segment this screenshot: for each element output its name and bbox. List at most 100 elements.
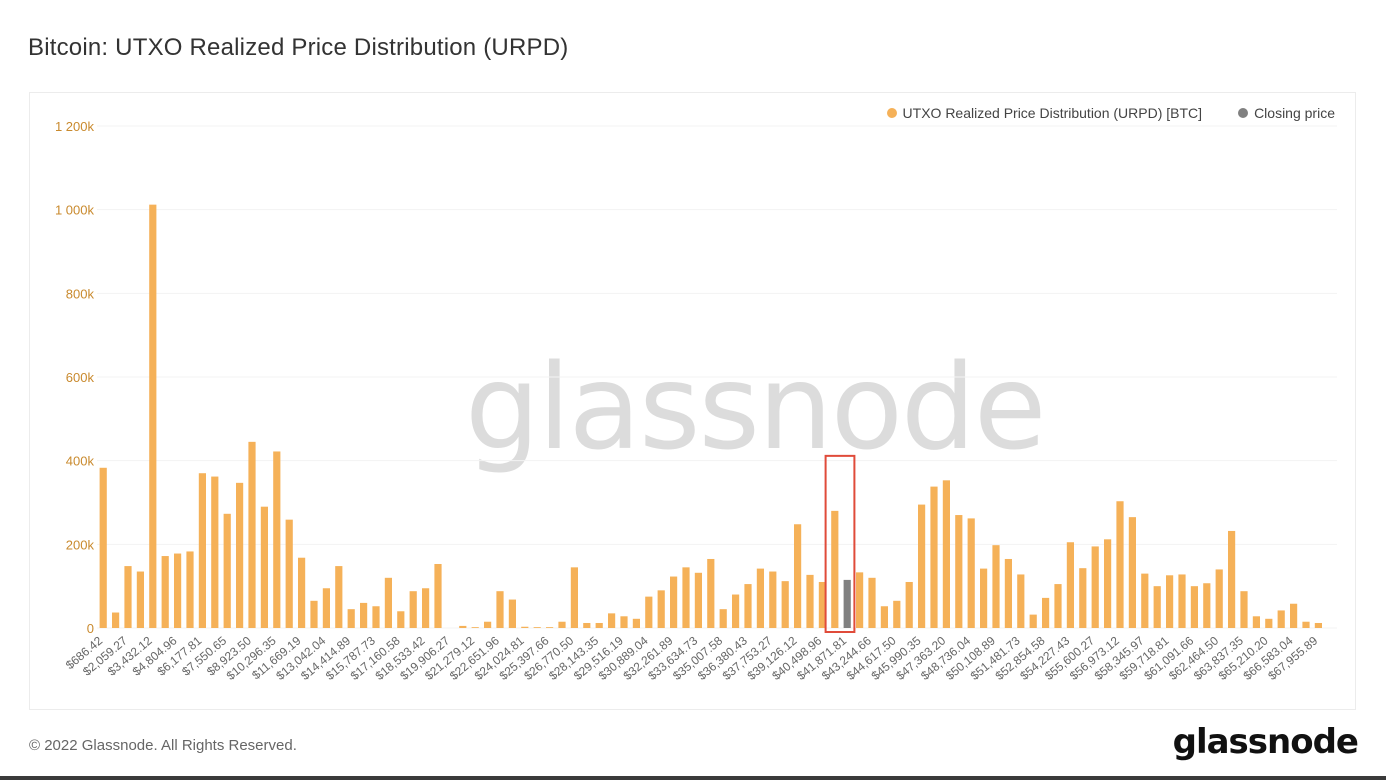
- urpd-bar: [942, 480, 950, 628]
- urpd-bar: [1240, 591, 1248, 628]
- urpd-bar: [360, 602, 368, 628]
- y-tick-label: 200k: [66, 537, 95, 552]
- urpd-bar: [1314, 622, 1322, 628]
- urpd-bar: [322, 588, 330, 628]
- urpd-bar: [298, 557, 306, 628]
- legend-dot-closing-icon: [1238, 108, 1249, 118]
- urpd-bar: [124, 566, 132, 628]
- urpd-bar: [794, 524, 802, 628]
- urpd-bar: [236, 482, 244, 628]
- urpd-bar: [1178, 574, 1186, 628]
- glassnode-logo: glassnode: [1172, 722, 1359, 762]
- copyright-footer: © 2022 Glassnode. All Rights Reserved.: [29, 737, 297, 754]
- urpd-bar: [1190, 586, 1198, 628]
- urpd-bar: [756, 568, 764, 628]
- page-title: Bitcoin: UTXO Realized Price Distributio…: [28, 34, 569, 61]
- urpd-bar: [967, 518, 975, 628]
- urpd-bar: [992, 545, 1000, 628]
- urpd-bar: [719, 609, 727, 628]
- urpd-bar: [409, 591, 417, 628]
- urpd-bar: [831, 510, 839, 628]
- urpd-bar: [918, 504, 926, 628]
- urpd-bar: [1252, 616, 1260, 628]
- urpd-bar: [558, 621, 566, 628]
- urpd-bar: [285, 519, 293, 628]
- urpd-bar: [856, 572, 864, 628]
- urpd-bar: [1153, 586, 1161, 628]
- urpd-bar: [1215, 569, 1223, 628]
- urpd-bar: [186, 551, 194, 628]
- urpd-bar: [1228, 530, 1236, 628]
- urpd-bar: [149, 204, 157, 628]
- urpd-bar: [484, 621, 492, 628]
- urpd-bar: [471, 627, 479, 628]
- urpd-bar: [868, 577, 876, 628]
- urpd-bar: [248, 441, 256, 628]
- urpd-bar: [930, 486, 938, 628]
- urpd-bar: [1004, 558, 1012, 628]
- legend-item-urpd[interactable]: UTXO Realized Price Distribution (URPD) …: [886, 105, 1202, 121]
- urpd-bar: [694, 572, 702, 628]
- urpd-bar: [174, 553, 182, 628]
- urpd-bar: [645, 596, 653, 628]
- urpd-bar: [707, 558, 715, 628]
- urpd-bar: [1302, 621, 1310, 628]
- urpd-bar: [521, 626, 529, 628]
- urpd-bar: [112, 612, 120, 628]
- urpd-bar: [546, 627, 554, 628]
- urpd-bar: [781, 581, 789, 628]
- urpd-bar: [1203, 583, 1211, 628]
- legend-dot-urpd-icon: [886, 108, 897, 118]
- urpd-bar: [744, 584, 752, 628]
- urpd-bar: [223, 513, 231, 628]
- urpd-bar: [769, 571, 777, 628]
- urpd-bar: [99, 467, 107, 628]
- urpd-bar: [682, 567, 690, 628]
- urpd-bar: [384, 577, 392, 628]
- bottom-divider: [0, 776, 1386, 780]
- urpd-bar: [273, 451, 281, 628]
- urpd-bar: [632, 618, 640, 628]
- urpd-bar: [1017, 574, 1025, 628]
- legend-label-closing-price: Closing price: [1254, 105, 1335, 121]
- urpd-bar: [1277, 610, 1285, 628]
- urpd-bar: [508, 599, 516, 628]
- urpd-bar: [595, 622, 603, 628]
- urpd-bar: [732, 594, 740, 628]
- urpd-bar: [1166, 575, 1174, 628]
- urpd-bar: [1066, 542, 1074, 628]
- urpd-bar: [1104, 539, 1112, 628]
- urpd-bar: [496, 591, 504, 628]
- urpd-bar: [806, 574, 814, 628]
- urpd-bar: [620, 616, 628, 628]
- urpd-bar: [893, 600, 901, 628]
- urpd-bar: [260, 506, 268, 628]
- urpd-bar: [397, 611, 405, 628]
- urpd-bar: [1116, 501, 1124, 628]
- urpd-bar: [1141, 573, 1149, 628]
- urpd-bar: [570, 567, 578, 628]
- urpd-bar: [955, 515, 963, 628]
- y-tick-label: 1 200k: [55, 119, 95, 134]
- urpd-bar: [1265, 618, 1273, 628]
- urpd-bar: [880, 606, 888, 628]
- urpd-bar: [1054, 584, 1062, 628]
- urpd-bar: [533, 627, 541, 628]
- urpd-bar: [372, 606, 380, 628]
- urpd-bar: [161, 556, 169, 628]
- urpd-bar: [310, 600, 318, 628]
- y-tick-label: 600k: [66, 370, 95, 385]
- y-tick-label: 0: [87, 621, 94, 636]
- legend-item-closing-price[interactable]: Closing price: [1238, 105, 1335, 121]
- urpd-bar: [670, 576, 678, 628]
- urpd-bar: [136, 571, 144, 628]
- highlight-box: [824, 454, 856, 633]
- urpd-bar: [583, 622, 591, 628]
- urpd-bar: [211, 476, 219, 628]
- urpd-bar: [818, 581, 826, 628]
- urpd-bar: [1079, 568, 1087, 628]
- y-tick-label: 800k: [66, 286, 95, 301]
- urpd-bar: [1091, 546, 1099, 628]
- chart-panel: glassnode 0 200k 400k 600k 800k 1 000k 1 200k $…: [29, 92, 1356, 710]
